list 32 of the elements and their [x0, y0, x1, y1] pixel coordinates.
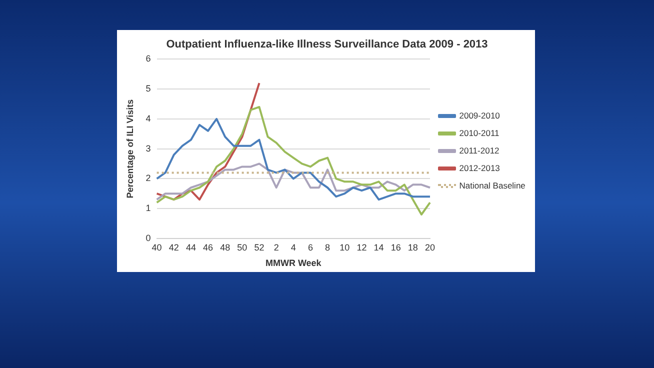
- x-tick-label: 18: [408, 242, 418, 252]
- x-tick-label: 42: [168, 242, 179, 252]
- y-axis-title: Percentage of ILI Visits: [124, 99, 135, 198]
- y-tick-label: 6: [146, 54, 151, 64]
- x-tick-label: 4: [290, 242, 296, 252]
- x-tick-label: 8: [325, 242, 330, 252]
- x-tick-label: 48: [220, 242, 230, 252]
- x-tick-label: 12: [356, 242, 367, 252]
- x-tick-label: 40: [152, 242, 162, 252]
- y-tick-label: 2: [146, 173, 151, 184]
- y-tick-label: 5: [146, 84, 151, 94]
- chart-title: Outpatient Influenza-like Illness Surveillance Data 2009 - 2013: [166, 38, 488, 51]
- y-tick-label: 1: [146, 203, 151, 214]
- y-tick-label: 0: [146, 232, 151, 243]
- x-tick-label: 16: [390, 242, 401, 252]
- x-tick-label: 14: [374, 242, 384, 252]
- x-tick-label: 20: [424, 242, 436, 252]
- legend-label: 2011-2012: [459, 145, 500, 156]
- x-tick-label: 2: [274, 242, 279, 252]
- y-tick-label: 3: [146, 143, 151, 154]
- x-tick-label: 44: [186, 242, 196, 252]
- x-tick-label: 10: [340, 242, 350, 252]
- x-tick-label: 6: [308, 242, 313, 252]
- legend-label: 2009-2010: [459, 110, 500, 120]
- legend-label: National Baseline: [459, 180, 526, 190]
- x-axis-title: MMWR Week: [265, 258, 322, 268]
- x-tick-label: 50: [237, 242, 248, 252]
- x-tick-label: 46: [203, 242, 214, 252]
- legend-label: 2012-2013: [459, 162, 500, 173]
- legend-label: 2010-2011: [459, 128, 500, 138]
- y-tick-label: 4: [146, 113, 151, 124]
- x-tick-label: 52: [254, 242, 264, 252]
